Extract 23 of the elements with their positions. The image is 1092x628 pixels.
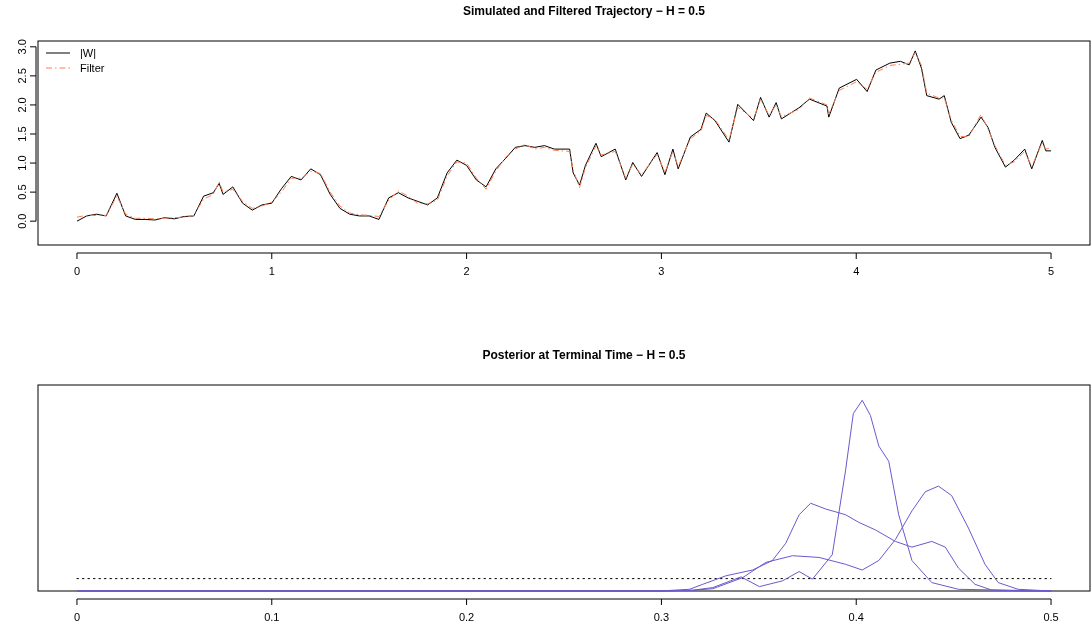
y-tick-label: 0.5: [16, 184, 28, 200]
chart-title: Simulated and Filtered Trajectory − H = 0.5: [462, 4, 706, 18]
y-tick-label: 0.0: [16, 213, 28, 229]
x-tick-label: 1: [268, 265, 275, 277]
x-tick-label: 4: [853, 265, 860, 277]
legend-label: |W|: [80, 47, 97, 59]
y-tick-label: 2.0: [16, 97, 28, 113]
x-tick-label: 3: [658, 265, 665, 277]
chart-title: Posterior at Terminal Time − H = 0.5: [482, 348, 686, 362]
x-tick-label: 0.3: [653, 611, 670, 623]
legend-label: Filter: [80, 62, 105, 74]
x-tick-label: 5: [1047, 265, 1055, 277]
x-tick-label: 2: [463, 265, 470, 277]
x-tick-label: 0.4: [848, 611, 864, 623]
y-tick-label: 1.5: [16, 126, 28, 142]
y-tick-label: 3.0: [16, 39, 28, 55]
x-tick-label: 0: [73, 265, 81, 277]
y-tick-label: 2.5: [16, 68, 28, 84]
y-tick-label: 1.0: [16, 155, 28, 171]
x-tick-label: 0.2: [458, 611, 475, 623]
x-tick-label: 0: [73, 611, 81, 623]
x-tick-label: 0.1: [264, 611, 280, 623]
x-tick-label: 0.5: [1043, 611, 1059, 623]
